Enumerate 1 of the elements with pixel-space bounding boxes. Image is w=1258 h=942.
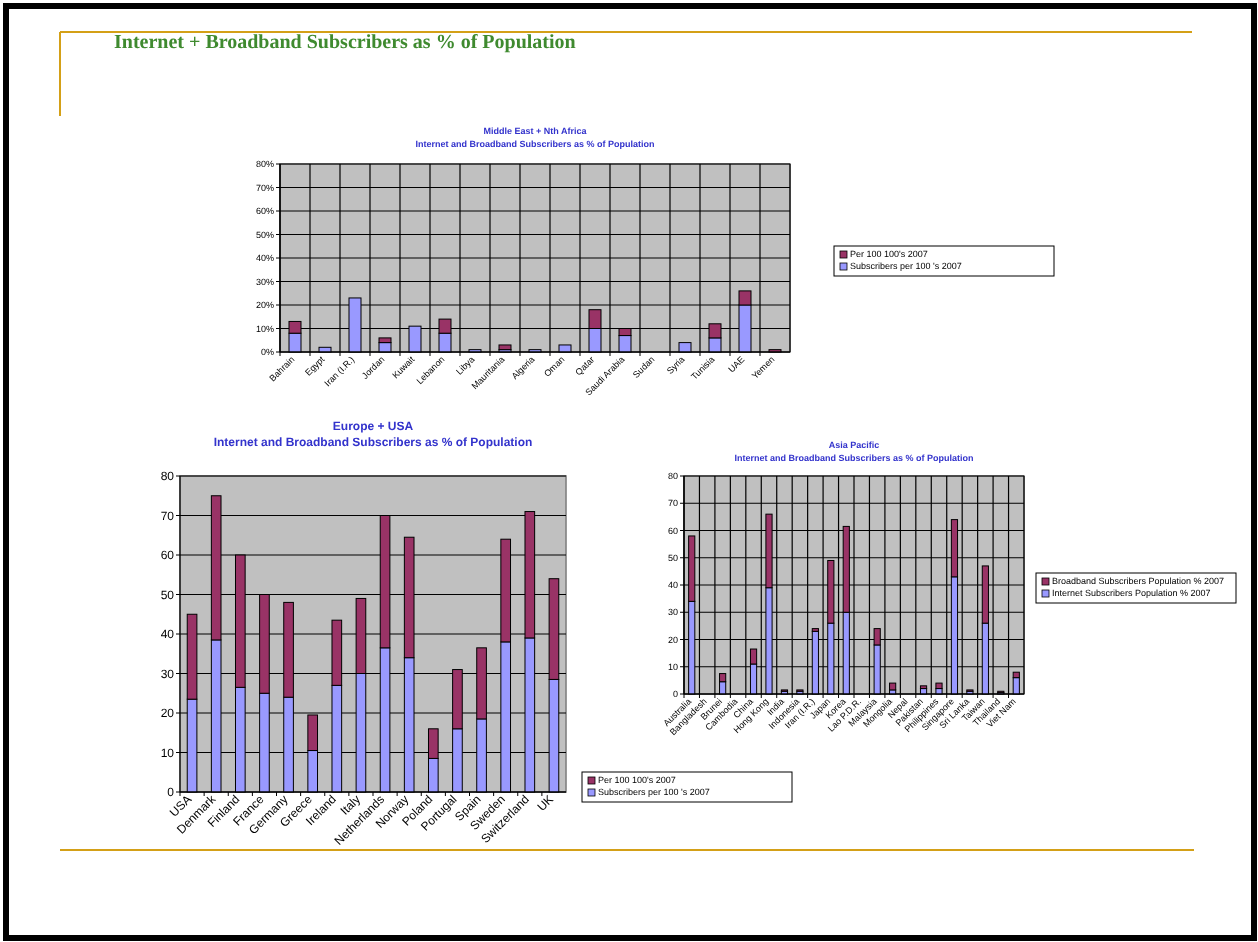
text: Internet + Broadband Subscribers as % of Population	[114, 32, 577, 54]
